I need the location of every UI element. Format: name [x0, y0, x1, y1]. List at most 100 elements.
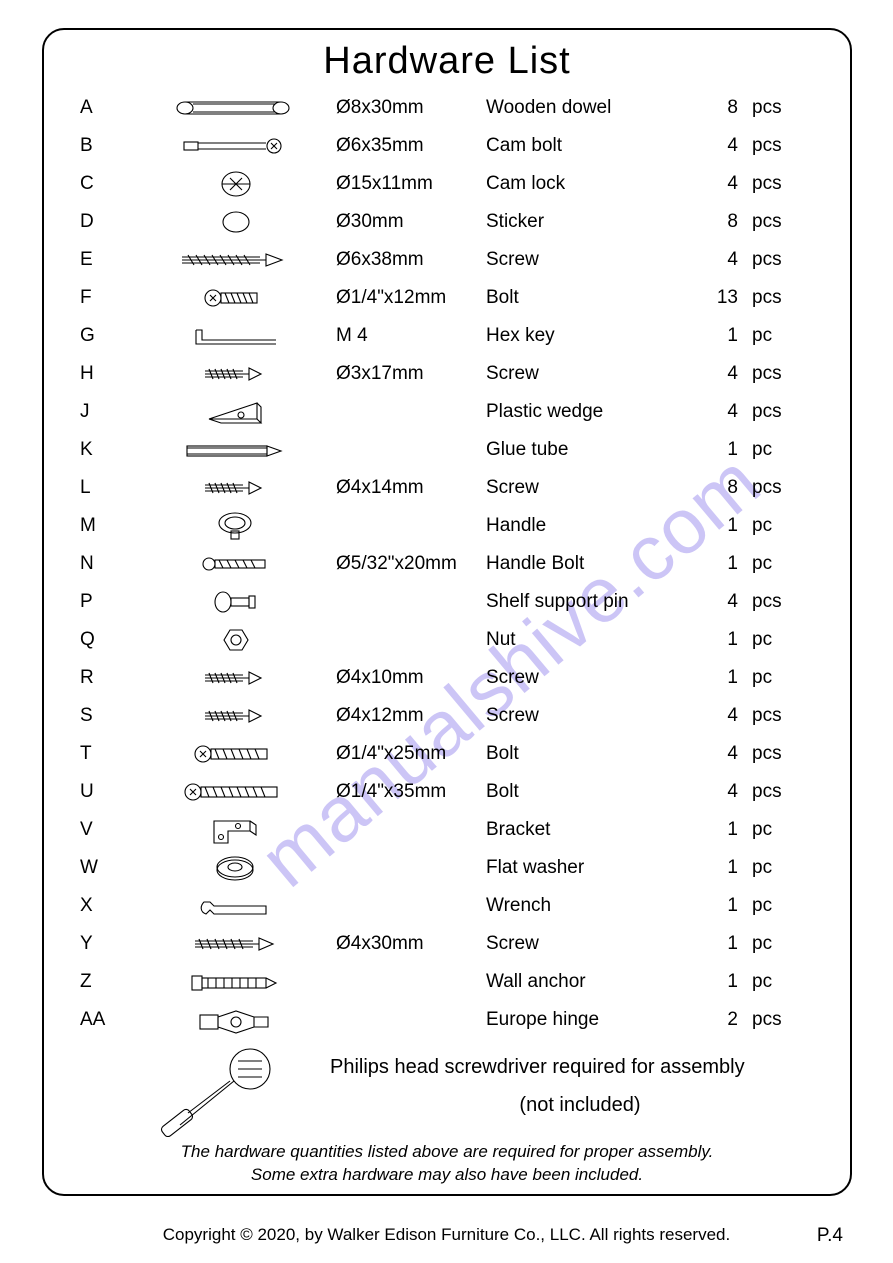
hardware-name: Plastic wedge: [486, 401, 686, 423]
page-title: Hardware List: [80, 40, 814, 83]
note-line-2: (not included): [330, 1089, 830, 1121]
hardware-row: S Ø4x12mm Screw 4 pcs: [80, 697, 814, 735]
hardware-icon: [136, 508, 336, 544]
hardware-name: Wrench: [486, 895, 686, 917]
hardware-row: K Glue tube 1 pc: [80, 431, 814, 469]
hardware-name: Cam bolt: [486, 135, 686, 157]
hardware-letter: U: [80, 781, 136, 803]
hardware-unit: pcs: [746, 97, 796, 119]
hardware-row: P Shelf support pin 4 pcs: [80, 583, 814, 621]
hardware-letter: W: [80, 857, 136, 879]
hardware-letter: L: [80, 477, 136, 499]
hardware-qty: 4: [686, 401, 746, 423]
hardware-unit: pcs: [746, 173, 796, 195]
hardware-unit: pcs: [746, 135, 796, 157]
hardware-letter: V: [80, 819, 136, 841]
hardware-icon: [136, 850, 336, 886]
hardware-name: Bolt: [486, 287, 686, 309]
hardware-row: Q Nut 1 pc: [80, 621, 814, 659]
hardware-icon: [136, 736, 336, 772]
page-frame: Hardware List A Ø8x30mm Wooden dowel 8 p…: [42, 28, 852, 1196]
hardware-icon: [136, 242, 336, 278]
hardware-icon: [136, 888, 336, 924]
hardware-row: U Ø1/4"x35mm Bolt 4 pcs: [80, 773, 814, 811]
screwdriver-icon: [140, 1047, 310, 1137]
hardware-qty: 1: [686, 857, 746, 879]
hardware-icon: [136, 280, 336, 316]
hardware-size: Ø15x11mm: [336, 173, 486, 195]
hardware-qty: 4: [686, 135, 746, 157]
hardware-unit: pc: [746, 629, 796, 651]
hardware-unit: pcs: [746, 591, 796, 613]
hardware-row: T Ø1/4"x25mm Bolt 4 pcs: [80, 735, 814, 773]
hardware-icon: [136, 546, 336, 582]
hardware-name: Glue tube: [486, 439, 686, 461]
hardware-letter: H: [80, 363, 136, 385]
hardware-qty: 4: [686, 705, 746, 727]
hardware-qty: 1: [686, 515, 746, 537]
hardware-name: Sticker: [486, 211, 686, 233]
hardware-unit: pc: [746, 971, 796, 993]
hardware-icon: [136, 774, 336, 810]
hardware-row: G M 4 Hex key 1 pc: [80, 317, 814, 355]
hardware-qty: 1: [686, 325, 746, 347]
hardware-unit: pcs: [746, 211, 796, 233]
hardware-unit: pc: [746, 325, 796, 347]
hardware-name: Bolt: [486, 781, 686, 803]
hardware-unit: pcs: [746, 1009, 796, 1031]
hardware-icon: [136, 660, 336, 696]
hardware-name: Handle: [486, 515, 686, 537]
hardware-icon: [136, 318, 336, 354]
hardware-letter: F: [80, 287, 136, 309]
hardware-icon: [136, 812, 336, 848]
hardware-row: C Ø15x11mm Cam lock 4 pcs: [80, 165, 814, 203]
hardware-letter: G: [80, 325, 136, 347]
hardware-icon: [136, 394, 336, 430]
hardware-unit: pc: [746, 667, 796, 689]
hardware-name: Bracket: [486, 819, 686, 841]
hardware-qty: 4: [686, 743, 746, 765]
hardware-row: F Ø1/4"x12mm Bolt 13 pcs: [80, 279, 814, 317]
hardware-qty: 8: [686, 477, 746, 499]
hardware-size: Ø30mm: [336, 211, 486, 233]
hardware-name: Screw: [486, 363, 686, 385]
hardware-icon: [136, 432, 336, 468]
hardware-name: Nut: [486, 629, 686, 651]
hardware-row: L Ø4x14mm Screw 8 pcs: [80, 469, 814, 507]
hardware-icon: [136, 698, 336, 734]
hardware-letter: E: [80, 249, 136, 271]
hardware-qty: 4: [686, 173, 746, 195]
hardware-unit: pc: [746, 553, 796, 575]
hardware-name: Hex key: [486, 325, 686, 347]
hardware-unit: pcs: [746, 705, 796, 727]
hardware-size: Ø4x30mm: [336, 933, 486, 955]
hardware-unit: pc: [746, 515, 796, 537]
hardware-letter: J: [80, 401, 136, 423]
hardware-qty: 4: [686, 249, 746, 271]
hardware-icon: [136, 204, 336, 240]
hardware-icon: [136, 128, 336, 164]
note-line-1: Philips head screwdriver required for as…: [330, 1051, 830, 1083]
hardware-icon: [136, 166, 336, 202]
hardware-qty: 4: [686, 363, 746, 385]
hardware-row: H Ø3x17mm Screw 4 pcs: [80, 355, 814, 393]
hardware-unit: pcs: [746, 781, 796, 803]
hardware-letter: Z: [80, 971, 136, 993]
hardware-icon: [136, 622, 336, 658]
hardware-row: B Ø6x35mm Cam bolt 4 pcs: [80, 127, 814, 165]
hardware-qty: 2: [686, 1009, 746, 1031]
hardware-size: Ø6x38mm: [336, 249, 486, 271]
hardware-size: Ø4x12mm: [336, 705, 486, 727]
hardware-row: N Ø5/32"x20mm Handle Bolt 1 pc: [80, 545, 814, 583]
hardware-name: Screw: [486, 477, 686, 499]
hardware-letter: Q: [80, 629, 136, 651]
hardware-icon: [136, 470, 336, 506]
hardware-size: Ø4x14mm: [336, 477, 486, 499]
hardware-qty: 1: [686, 895, 746, 917]
hardware-letter: AA: [80, 1009, 136, 1031]
hardware-qty: 8: [686, 97, 746, 119]
hardware-unit: pcs: [746, 287, 796, 309]
hardware-row: E Ø6x38mm Screw 4 pcs: [80, 241, 814, 279]
hardware-qty: 1: [686, 667, 746, 689]
hardware-letter: B: [80, 135, 136, 157]
